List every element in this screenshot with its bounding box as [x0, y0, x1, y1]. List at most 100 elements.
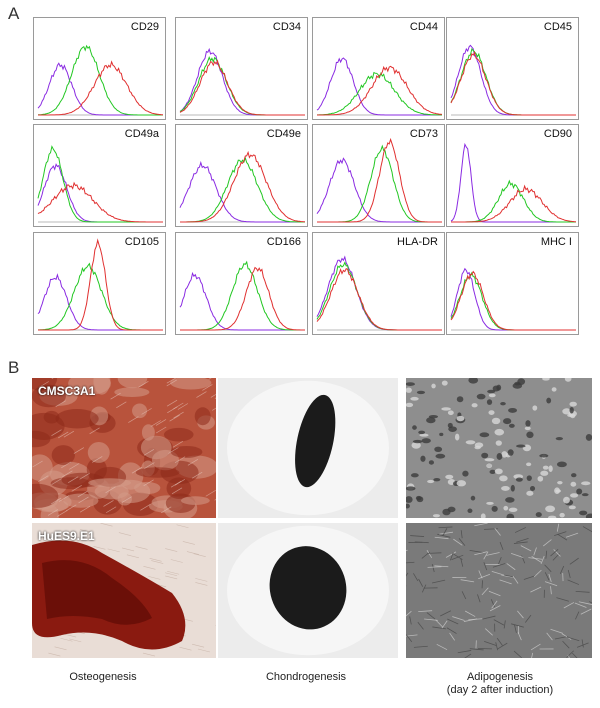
marker-label: CD29 [130, 21, 159, 33]
pellet [269, 546, 347, 630]
histogram-plot [37, 145, 163, 223]
histogram-hla-dr: HLA-DR [312, 232, 445, 335]
cell-fiber [531, 556, 542, 563]
stain-patch [32, 430, 51, 448]
cell-fiber [128, 416, 139, 423]
cell [557, 480, 563, 485]
cell [481, 452, 489, 459]
cell-fiber [161, 506, 172, 514]
red-curve [180, 150, 306, 223]
histogram-plot [316, 57, 443, 116]
cell-fiber [78, 496, 89, 504]
cell-fiber [409, 616, 412, 625]
histogram-plot [179, 47, 305, 116]
cell-fiber [499, 579, 512, 585]
isotype-curve [179, 160, 305, 223]
image-osteogenesis-1: CMSC3A1 [32, 378, 216, 518]
cell-fiber [77, 490, 89, 498]
cell-fiber [51, 497, 62, 505]
cell-fiber [496, 637, 503, 646]
cell-fiber [60, 637, 73, 642]
cell-fiber [544, 572, 550, 581]
cell-fiber [566, 650, 574, 658]
cell-fiber [118, 532, 131, 536]
cell-fiber [525, 614, 532, 623]
red-curve [180, 266, 305, 331]
cell [548, 465, 553, 473]
cell-fiber [406, 561, 415, 564]
cell [503, 418, 512, 425]
cell-fiber [107, 548, 120, 553]
cell [431, 383, 436, 389]
cell-fiber [431, 579, 446, 584]
cell [454, 433, 460, 441]
cell-fiber [464, 653, 472, 658]
cell [487, 389, 496, 394]
cell-fiber [453, 538, 463, 546]
cell-fiber [174, 479, 186, 486]
cell-fiber [79, 473, 90, 480]
cell-fiber [66, 504, 77, 512]
cell-fiber [557, 533, 568, 541]
cell-fiber [151, 560, 164, 564]
cell [579, 510, 588, 516]
histogram-plot [37, 238, 163, 331]
cell-fiber [464, 610, 476, 617]
cell-fiber [514, 527, 527, 533]
adipogenesis-image [406, 523, 592, 658]
stain-patch [32, 483, 59, 508]
cell-fiber [434, 565, 449, 568]
marker-label: CD90 [543, 128, 572, 140]
cell [406, 486, 416, 491]
marker-label: HLA-DR [397, 236, 438, 248]
cell-fiber [531, 652, 534, 658]
cell-fiber [418, 578, 424, 587]
cell [581, 493, 589, 497]
cell-fiber [488, 590, 501, 597]
cell-fiber [57, 510, 68, 517]
cell [494, 428, 505, 436]
green-curve [450, 47, 576, 116]
cell [585, 433, 592, 441]
cell [540, 470, 549, 476]
cell [435, 453, 446, 459]
cell-fiber [572, 652, 578, 658]
cell [503, 505, 509, 511]
cell [489, 469, 496, 475]
cell [467, 508, 473, 513]
cell-fiber [100, 523, 113, 527]
cell-fiber [431, 564, 435, 573]
cell [456, 480, 467, 487]
cell [474, 442, 484, 448]
cell-fiber [497, 556, 502, 566]
cell [570, 481, 577, 487]
cell-fiber [192, 643, 205, 648]
histogram-plot [450, 44, 576, 116]
cell-fiber [144, 462, 155, 469]
isotype-curve [37, 273, 163, 331]
cell [441, 407, 451, 411]
cell [568, 505, 576, 510]
cell [439, 432, 444, 437]
cell-fiber [138, 380, 149, 388]
stain-patch [32, 454, 53, 481]
cell-fiber [418, 610, 433, 613]
cell-fiber [563, 602, 575, 609]
cell [445, 474, 454, 480]
cell-fiber [589, 601, 592, 604]
histogram-plot [316, 255, 442, 331]
green-curve [180, 156, 305, 223]
histogram-cd73: CD73 [312, 124, 445, 227]
cell-fiber [426, 612, 436, 620]
marker-label: CD105 [124, 236, 159, 248]
histogram-plot [37, 44, 163, 116]
cell [501, 486, 510, 491]
cell-fiber [143, 566, 156, 570]
green-curve [316, 261, 442, 331]
nodule-core [42, 560, 152, 625]
cell-fiber [540, 555, 545, 565]
cell-fiber [491, 600, 498, 609]
cell-fiber [469, 648, 484, 651]
cell [486, 399, 493, 405]
cell-fiber [43, 388, 55, 396]
